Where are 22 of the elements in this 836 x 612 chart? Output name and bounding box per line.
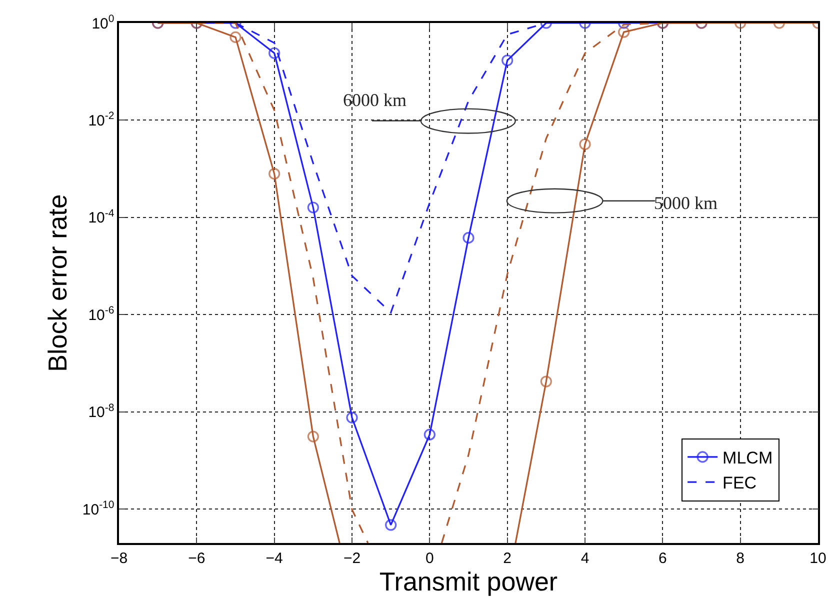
- annotation: 6000 km: [343, 90, 407, 110]
- x-tick-label: −6: [188, 550, 206, 567]
- x-tick-label: 6: [658, 550, 667, 567]
- x-tick-label: 8: [736, 550, 744, 567]
- x-tick-label: −2: [343, 550, 361, 567]
- y-tick-label: 10$^{-8}$: [88, 402, 114, 422]
- x-tick-label: 10: [810, 550, 826, 567]
- legend-label: MLCM: [722, 448, 773, 468]
- y-tick-label: 10$^{-10}$: [82, 498, 114, 518]
- x-axis-title: Transmit power: [379, 566, 558, 597]
- y-tick-label: 10$^{-2}$: [88, 110, 114, 130]
- y-tick-label: 10$^{-4}$: [88, 207, 114, 227]
- x-tick-label: 2: [503, 550, 512, 567]
- x-tick-label: 0: [426, 550, 434, 567]
- legend-label: FEC: [722, 474, 757, 493]
- x-tick-label: −8: [110, 550, 128, 567]
- x-tick-label: 4: [580, 550, 590, 567]
- x-tick-label: −4: [266, 550, 283, 567]
- annotation: 5000 km: [654, 193, 718, 213]
- y-tick-label: 10$^{-6}$: [88, 304, 114, 324]
- y-tick-label: 10$^{0}$: [92, 12, 114, 32]
- y-axis-title: Block error rate: [42, 194, 72, 372]
